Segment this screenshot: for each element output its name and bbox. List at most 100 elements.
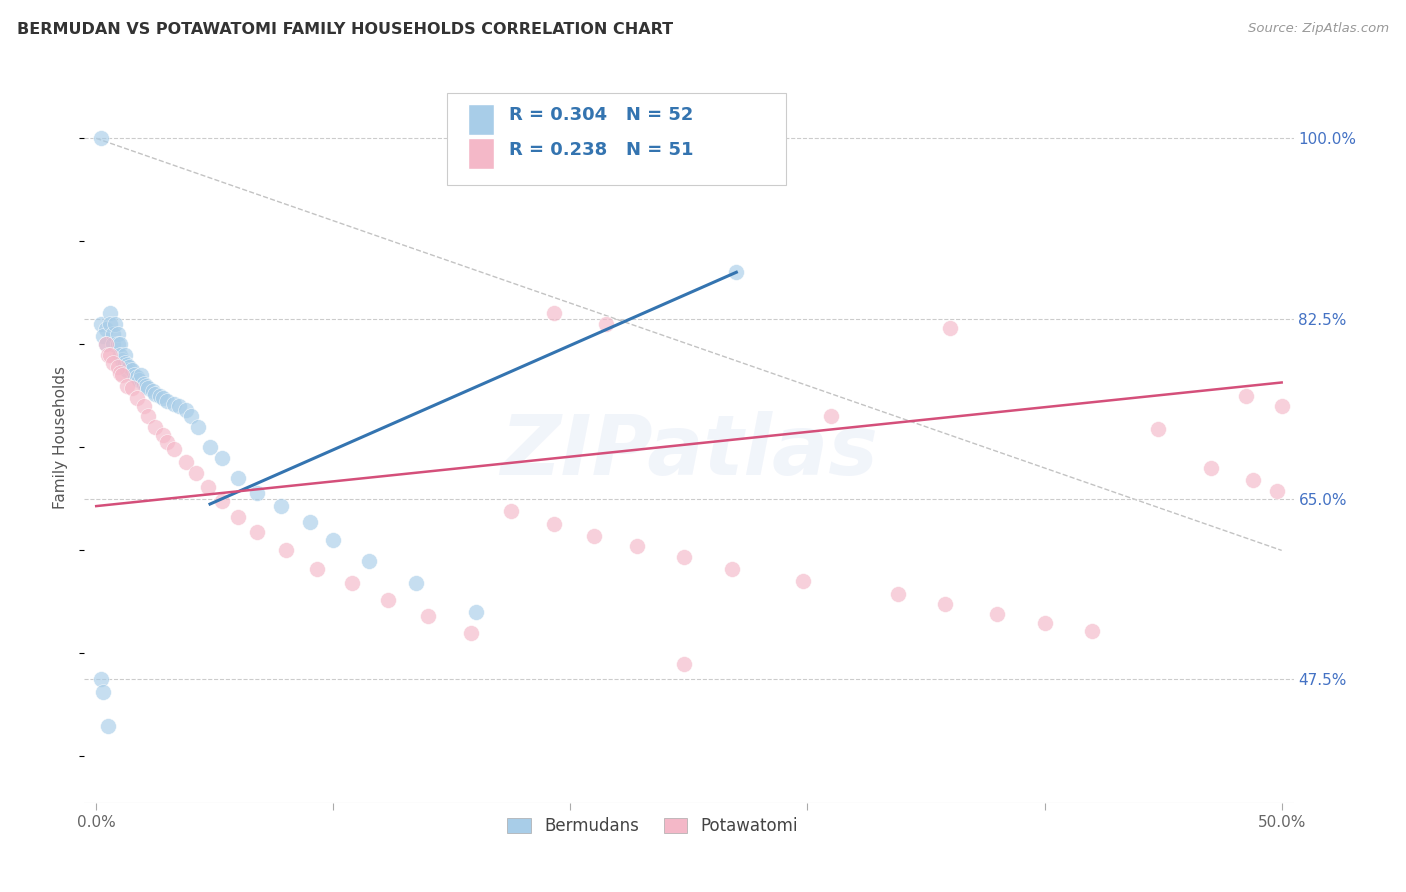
Point xyxy=(135,378,157,392)
Point xyxy=(97,348,120,362)
Point xyxy=(107,327,129,342)
Point xyxy=(211,450,233,465)
Point xyxy=(122,368,145,383)
Point xyxy=(270,499,292,513)
Point xyxy=(91,329,114,343)
Point xyxy=(342,576,364,591)
Point xyxy=(187,419,209,434)
Point xyxy=(94,337,117,351)
Point xyxy=(145,386,167,401)
Point xyxy=(198,441,221,455)
Point xyxy=(184,466,207,480)
Point xyxy=(125,391,148,405)
Point xyxy=(156,394,179,409)
Point xyxy=(228,510,250,524)
Point xyxy=(1271,399,1294,413)
Point xyxy=(176,455,198,469)
Point xyxy=(163,397,186,411)
Point xyxy=(152,391,174,405)
Point xyxy=(583,529,606,543)
Point xyxy=(725,265,748,279)
Point xyxy=(934,597,956,611)
Point xyxy=(121,381,143,395)
Point xyxy=(100,306,122,320)
Point xyxy=(91,684,114,698)
Point xyxy=(543,516,565,531)
Point xyxy=(138,381,160,395)
Point xyxy=(543,306,565,320)
Point xyxy=(152,428,174,442)
Point xyxy=(142,384,165,398)
Point xyxy=(501,504,523,518)
Point xyxy=(132,376,155,391)
Point xyxy=(1234,389,1257,403)
Point xyxy=(820,409,842,424)
Point xyxy=(246,524,269,539)
Point xyxy=(107,359,129,374)
Point xyxy=(1033,615,1056,630)
FancyBboxPatch shape xyxy=(468,104,495,135)
Point xyxy=(274,543,297,558)
Point xyxy=(138,409,160,424)
Point xyxy=(211,494,233,508)
Point xyxy=(357,554,380,568)
Point xyxy=(163,442,186,457)
Point xyxy=(460,625,482,640)
Point xyxy=(886,587,908,601)
Point xyxy=(94,322,117,336)
Point xyxy=(115,378,138,392)
Point xyxy=(90,672,112,686)
Point xyxy=(1241,474,1264,488)
Point xyxy=(111,368,134,383)
Point xyxy=(673,657,696,671)
Point xyxy=(114,356,136,370)
Point xyxy=(673,549,696,564)
Point xyxy=(97,718,120,732)
Point xyxy=(626,539,648,553)
Point xyxy=(100,348,122,362)
Point xyxy=(228,471,250,485)
Point xyxy=(305,562,328,576)
Point xyxy=(132,399,155,413)
Point xyxy=(101,327,124,342)
Text: R = 0.304   N = 52: R = 0.304 N = 52 xyxy=(509,106,693,124)
Point xyxy=(792,574,814,589)
Point xyxy=(986,607,1008,622)
Text: Source: ZipAtlas.com: Source: ZipAtlas.com xyxy=(1249,22,1389,36)
Point xyxy=(115,363,138,377)
Point xyxy=(405,576,427,591)
Point xyxy=(115,358,138,372)
Point xyxy=(101,337,124,351)
Point xyxy=(1081,624,1104,638)
Point xyxy=(377,592,399,607)
Point xyxy=(246,485,269,500)
Point xyxy=(114,348,136,362)
Point xyxy=(149,389,172,403)
Text: R = 0.238   N = 51: R = 0.238 N = 51 xyxy=(509,141,693,160)
Point xyxy=(108,348,131,362)
Point xyxy=(108,366,131,380)
Point xyxy=(107,337,129,351)
Point xyxy=(197,479,219,493)
FancyBboxPatch shape xyxy=(468,138,495,169)
Point xyxy=(118,359,141,374)
FancyBboxPatch shape xyxy=(447,94,786,185)
Point xyxy=(167,399,190,413)
Point xyxy=(322,533,344,547)
Point xyxy=(101,356,124,370)
Point xyxy=(720,562,742,576)
Legend: Bermudans, Potawatomi: Bermudans, Potawatomi xyxy=(501,811,804,842)
Point xyxy=(298,515,321,529)
Y-axis label: Family Households: Family Households xyxy=(53,366,69,508)
Point xyxy=(1199,461,1222,475)
Point xyxy=(464,605,486,619)
Point xyxy=(129,368,152,383)
Point xyxy=(1147,422,1170,436)
Point xyxy=(121,363,143,377)
Point xyxy=(145,419,167,434)
Point xyxy=(180,409,202,424)
Point xyxy=(938,321,960,335)
Point xyxy=(108,337,131,351)
Point xyxy=(595,317,617,331)
Point xyxy=(104,317,127,331)
